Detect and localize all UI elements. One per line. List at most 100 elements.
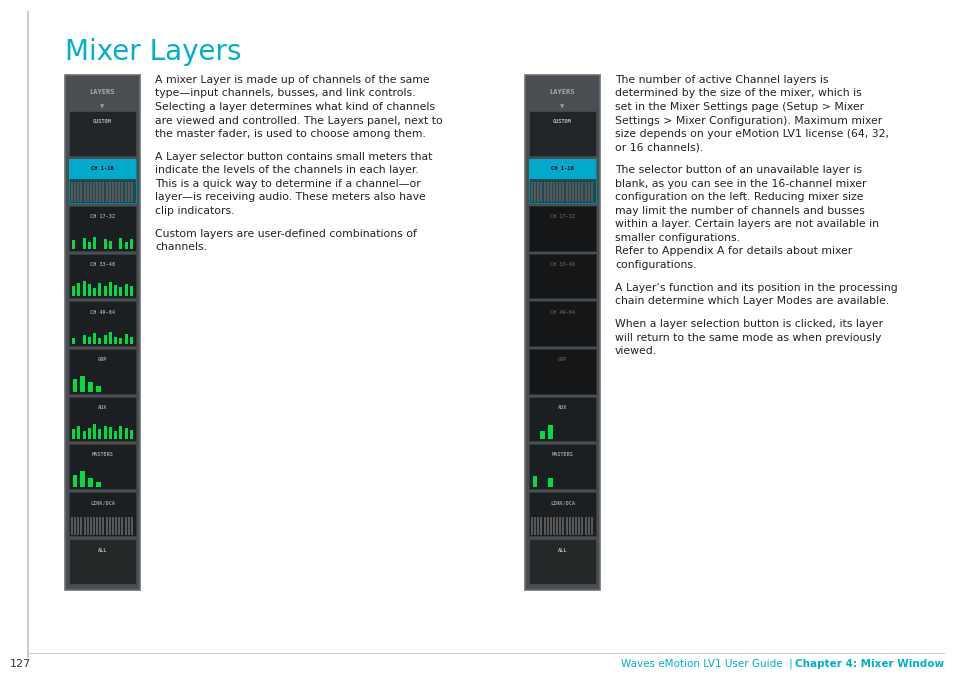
Bar — [578, 182, 579, 202]
Bar — [548, 425, 553, 439]
Bar — [106, 182, 108, 202]
Text: Selecting a layer determines what kind of channels: Selecting a layer determines what kind o… — [154, 102, 435, 112]
Bar — [93, 182, 95, 202]
Bar — [98, 338, 101, 344]
Bar — [109, 282, 112, 296]
Bar — [121, 517, 123, 535]
Text: A Layer’s function and its position in the processing: A Layer’s function and its position in t… — [615, 283, 897, 293]
Text: CUSTOM: CUSTOM — [93, 119, 112, 124]
Text: Settings > Mixer Configuration). Maximum mixer: Settings > Mixer Configuration). Maximum… — [615, 115, 882, 126]
Text: LAYERS: LAYERS — [90, 89, 115, 95]
Bar — [89, 382, 93, 391]
Text: CH 1-16: CH 1-16 — [91, 166, 113, 171]
Text: CH 49-64: CH 49-64 — [550, 310, 575, 315]
Bar — [65, 75, 140, 590]
Bar — [69, 492, 136, 537]
Bar — [587, 182, 589, 202]
Bar — [99, 517, 101, 535]
Text: ALL: ALL — [558, 547, 567, 553]
Text: MASTERS: MASTERS — [551, 452, 573, 458]
Bar — [549, 182, 551, 202]
Bar — [72, 240, 75, 249]
Bar — [558, 182, 560, 202]
Bar — [109, 332, 112, 344]
Bar — [99, 182, 101, 202]
Text: size depends on your eMotion LV1 license (64, 32,: size depends on your eMotion LV1 license… — [615, 129, 888, 139]
Bar — [118, 517, 120, 535]
Bar — [121, 182, 123, 202]
Text: CH 17-32: CH 17-32 — [90, 215, 115, 219]
Bar — [96, 386, 101, 391]
Bar — [568, 182, 570, 202]
Bar — [131, 517, 132, 535]
Text: are viewed and controlled. The Layers panel, next to: are viewed and controlled. The Layers pa… — [154, 115, 442, 126]
Text: CH 33-48: CH 33-48 — [550, 262, 575, 267]
Text: chain determine which Layer Modes are available.: chain determine which Layer Modes are av… — [615, 296, 888, 306]
Bar — [130, 430, 132, 439]
Bar — [88, 337, 91, 344]
Bar — [80, 517, 82, 535]
Bar — [69, 539, 136, 584]
Text: clip indicators.: clip indicators. — [154, 206, 234, 216]
Bar — [115, 517, 117, 535]
Bar — [83, 431, 86, 439]
Bar — [87, 517, 89, 535]
Bar — [104, 240, 107, 249]
Bar — [72, 379, 77, 391]
Bar — [90, 517, 91, 535]
Text: indicate the levels of the channels in each layer.: indicate the levels of the channels in e… — [154, 165, 418, 176]
Text: CH 17-32: CH 17-32 — [550, 215, 575, 219]
Bar — [71, 182, 72, 202]
Bar — [89, 479, 93, 487]
Text: layer—is receiving audio. These meters also have: layer—is receiving audio. These meters a… — [154, 192, 425, 202]
Bar — [72, 338, 75, 344]
Bar — [549, 517, 551, 535]
Bar — [529, 349, 596, 394]
Bar — [529, 492, 596, 537]
Bar — [119, 287, 122, 296]
Bar — [568, 517, 570, 535]
Bar — [580, 182, 582, 202]
Bar — [543, 517, 545, 535]
Text: set in the Mixer Settings page (Setup > Mixer: set in the Mixer Settings page (Setup > … — [615, 102, 863, 112]
Bar — [88, 284, 91, 296]
Bar — [69, 349, 136, 394]
Bar — [531, 517, 533, 535]
Text: A Layer selector button contains small meters that: A Layer selector button contains small m… — [154, 152, 432, 162]
Text: The selector button of an unavailable layer is: The selector button of an unavailable la… — [615, 165, 862, 176]
Text: GRP: GRP — [98, 357, 107, 362]
Bar — [74, 517, 76, 535]
Bar — [529, 206, 596, 251]
Bar — [572, 517, 574, 535]
Bar — [529, 302, 596, 346]
Text: Custom layers are user-defined combinations of: Custom layers are user-defined combinati… — [154, 229, 416, 239]
Text: Mixer Layers: Mixer Layers — [65, 38, 241, 66]
Bar — [584, 182, 586, 202]
Bar — [69, 397, 136, 441]
Bar — [590, 517, 592, 535]
Bar — [128, 182, 130, 202]
Bar — [565, 517, 567, 535]
Bar — [83, 335, 86, 344]
Bar — [109, 182, 111, 202]
Bar — [529, 539, 596, 584]
Bar — [128, 517, 130, 535]
Bar — [102, 517, 105, 535]
Bar — [580, 517, 582, 535]
Text: LINK/DCA: LINK/DCA — [90, 500, 115, 506]
Bar — [537, 517, 538, 535]
Bar — [553, 517, 555, 535]
Bar — [546, 517, 548, 535]
Text: Waves eMotion LV1 User Guide  |: Waves eMotion LV1 User Guide | — [620, 659, 799, 669]
Text: When a layer selection button is clicked, its layer: When a layer selection button is clicked… — [615, 319, 882, 329]
Bar — [529, 254, 596, 298]
Bar — [125, 428, 128, 439]
Bar — [553, 182, 555, 202]
Bar — [77, 182, 79, 202]
Bar — [587, 517, 589, 535]
Bar — [565, 182, 567, 202]
Bar — [130, 338, 132, 344]
Bar — [546, 182, 548, 202]
Bar — [88, 242, 91, 249]
Bar — [529, 159, 596, 179]
